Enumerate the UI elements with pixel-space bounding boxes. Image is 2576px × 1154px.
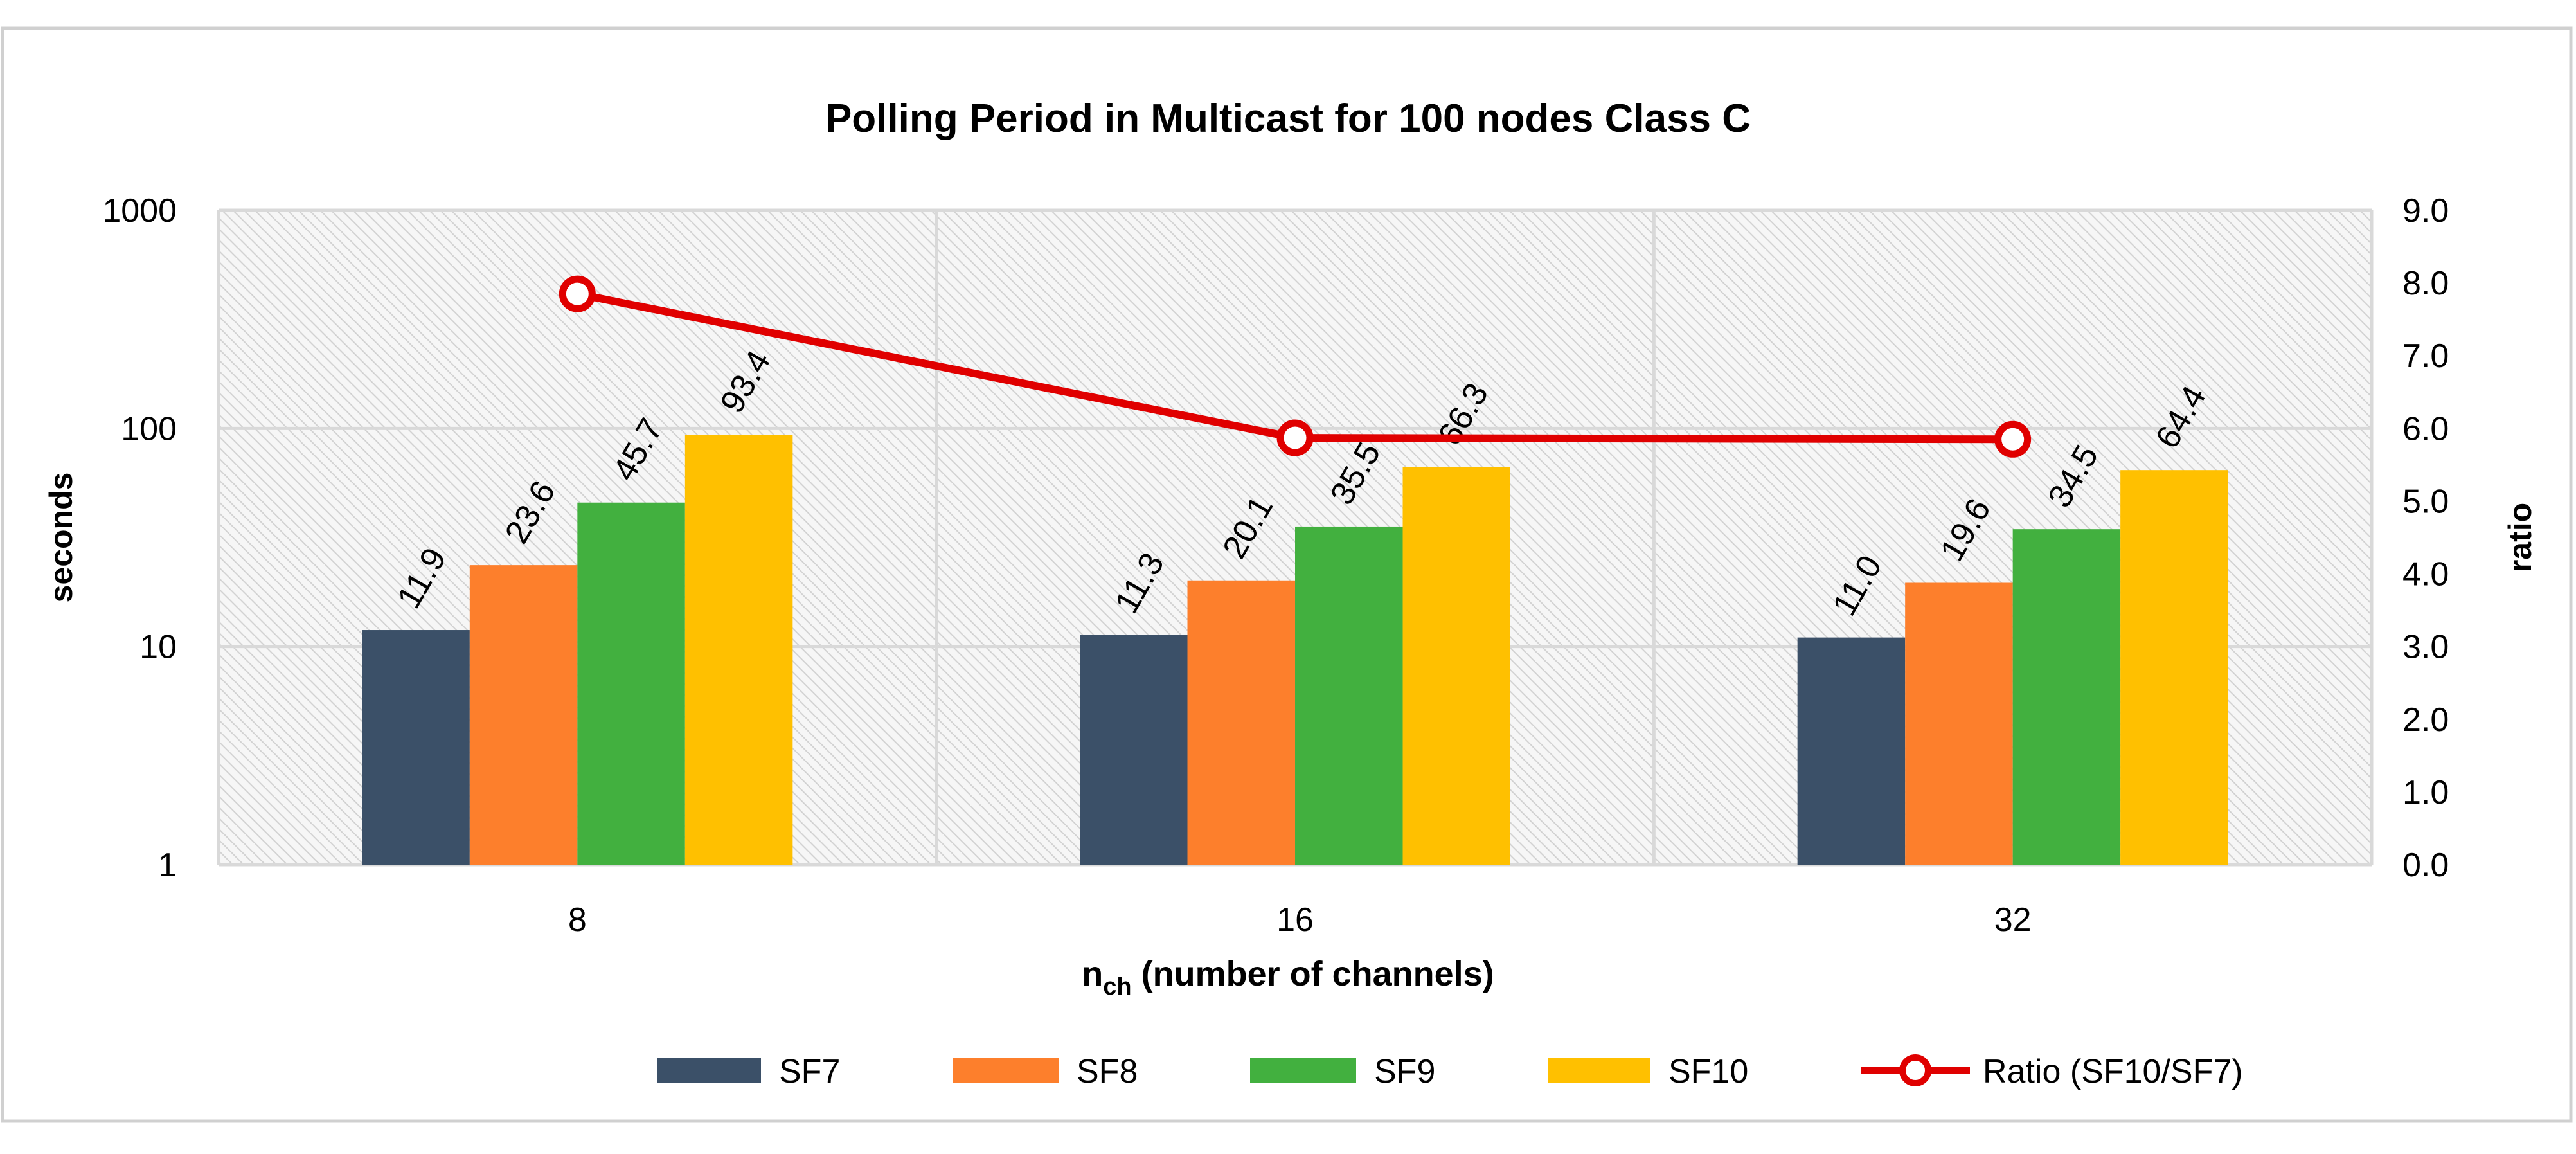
y2-axis-label: ratio: [2502, 503, 2538, 572]
legend-label-sf7: SF7: [779, 1053, 840, 1090]
y-tick-label: 1: [158, 847, 177, 884]
legend: SF7 SF8 SF9 SF10 Ratio (SF10/SF7): [657, 1053, 2243, 1090]
bar-sf10-8: [684, 435, 793, 865]
bar-sf10-32: [2120, 470, 2228, 865]
y2-tick-label: 0.0: [2402, 847, 2449, 884]
y2-tick-label: 1.0: [2402, 774, 2449, 811]
legend-swatch-sf9: [1250, 1058, 1356, 1083]
chart-title: Polling Period in Multicast for 100 node…: [825, 96, 1751, 141]
x-axis-label-subscript: ch: [1103, 973, 1131, 1000]
bar-sf8-8: [469, 565, 578, 865]
y2-tick-label: 8.0: [2402, 265, 2449, 302]
legend-ratio-marker: [1899, 1054, 1931, 1086]
x-axis-label-main: n: [1082, 955, 1103, 993]
legend-label-sf10: SF10: [1668, 1053, 1748, 1090]
bar-sf8-32: [1905, 582, 2013, 865]
legend-label-sf8: SF8: [1077, 1053, 1138, 1090]
y2-tick-label: 2.0: [2402, 701, 2449, 739]
y2-tick-label: 7.0: [2402, 338, 2449, 375]
ratio-point-16: [1276, 419, 1314, 456]
legend-swatch-sf7: [657, 1058, 761, 1083]
category-axis-ticks: 8 16 32: [568, 901, 2032, 939]
bar-sf7-32: [1797, 637, 1906, 865]
bar-sf8-16: [1187, 580, 1295, 865]
legend-label-sf9: SF9: [1374, 1053, 1435, 1090]
y2-tick-label: 6.0: [2402, 410, 2449, 447]
legend-swatch-sf10: [1548, 1058, 1650, 1083]
ratio-point-8: [559, 275, 596, 312]
bar-sf9-32: [2012, 529, 2121, 865]
bar-sf7-8: [362, 630, 470, 865]
y2-tick-label: 4.0: [2402, 556, 2449, 593]
x-axis-label: nch (number of channels): [1082, 955, 1494, 1000]
y-tick-label: 10: [139, 629, 177, 666]
bar-sf10-16: [1402, 467, 1510, 865]
y-tick-label: 1000: [102, 192, 177, 230]
y2-tick-label: 5.0: [2402, 483, 2449, 520]
x-tick-label: 32: [1994, 901, 2032, 939]
ratio-line-series: [559, 275, 2032, 458]
y2-tick-label: 9.0: [2402, 192, 2449, 230]
x-axis-label-rest: (number of channels): [1132, 955, 1494, 993]
x-tick-label: 8: [568, 901, 587, 939]
bar-sf9-16: [1295, 526, 1403, 865]
right-axis-ticks: 0.0 1.0 2.0 3.0 4.0 5.0 6.0 7.0 8.0 9.0: [2402, 192, 2449, 884]
ratio-point-32: [1994, 420, 2032, 458]
bars: [362, 435, 2228, 865]
y-tick-label: 100: [121, 410, 177, 447]
left-axis-ticks: 1 10 100 1000: [102, 192, 177, 884]
y2-tick-label: 3.0: [2402, 629, 2449, 666]
bar-sf9-8: [577, 502, 685, 865]
x-tick-label: 16: [1276, 901, 1314, 939]
bar-sf7-16: [1080, 635, 1188, 865]
legend-label-ratio: Ratio (SF10/SF7): [1983, 1053, 2243, 1090]
y-axis-label: seconds: [43, 473, 79, 603]
legend-swatch-sf8: [953, 1058, 1059, 1083]
